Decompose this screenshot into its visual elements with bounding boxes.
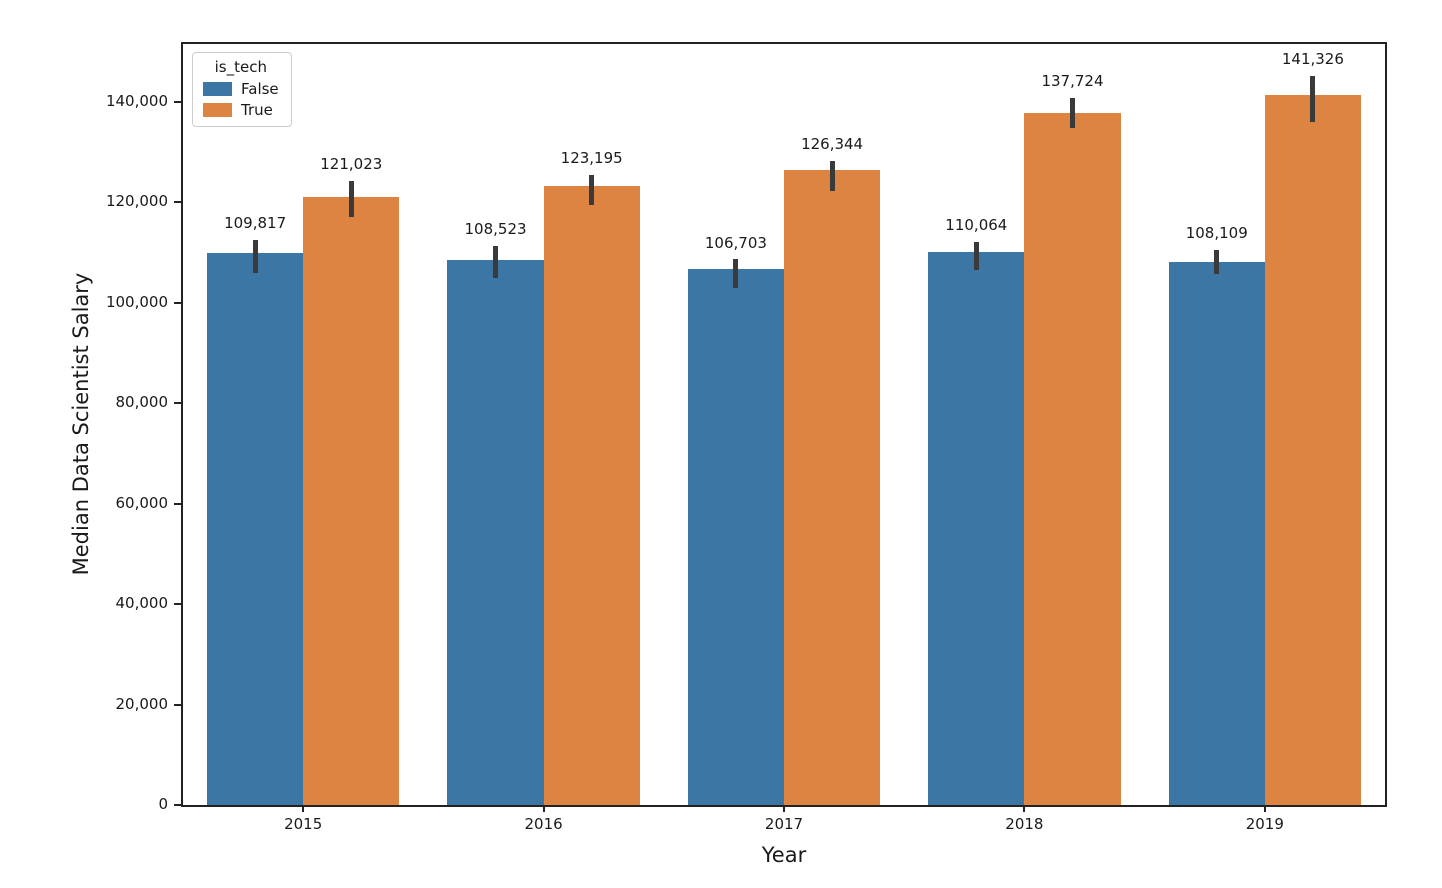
- legend-entry-false: False: [203, 80, 279, 98]
- y-tick-label: 100,000: [105, 292, 168, 311]
- error-bar-2018-false: [973, 241, 979, 271]
- error-bar-2019-true: [1310, 76, 1316, 122]
- bar-2018-false: [928, 252, 1025, 805]
- legend-swatch-true-icon: [203, 103, 232, 117]
- y-tick-label: 120,000: [105, 192, 168, 211]
- x-tick-label: 2016: [524, 815, 563, 833]
- x-tick-label: 2019: [1245, 815, 1284, 833]
- y-tick-mark: [174, 804, 181, 806]
- x-tick-mark: [783, 805, 785, 812]
- y-tick-mark: [174, 603, 181, 606]
- y-tick-mark: [174, 301, 181, 304]
- y-tick-label: 0: [158, 795, 168, 813]
- y-tick-mark: [174, 502, 181, 505]
- bar-value-label: 121,023: [320, 154, 383, 173]
- bar-value-label: 108,109: [1185, 223, 1248, 242]
- bar-2017-true: [784, 170, 881, 805]
- plot-area: is_tech False True 109,817 121,023 108,523…: [181, 42, 1387, 807]
- legend-title: is_tech: [214, 58, 267, 76]
- bar-2015-true: [303, 197, 400, 805]
- bar-value-label: 123,195: [560, 149, 623, 168]
- bar-2019-false: [1168, 261, 1265, 805]
- bar-2018-true: [1024, 113, 1121, 805]
- x-tick-label: 2017: [764, 815, 804, 833]
- legend-label-true: True: [241, 101, 273, 119]
- bar-2016-true: [543, 186, 640, 805]
- bar-value-label: 137,724: [1041, 72, 1104, 91]
- x-tick-mark: [1263, 805, 1266, 812]
- y-tick-label: 40,000: [115, 594, 169, 613]
- error-bar-2016-true: [589, 175, 595, 205]
- bar-2019-true: [1264, 95, 1361, 805]
- bar-value-label: 126,344: [801, 134, 864, 153]
- bar-2017-false: [687, 269, 784, 805]
- legend-entry-true: True: [203, 101, 279, 119]
- x-tick-label: 2018: [1005, 815, 1044, 833]
- y-tick-mark: [174, 100, 181, 103]
- error-bar-2017-true: [829, 160, 835, 191]
- y-tick-mark: [174, 201, 181, 204]
- y-tick-mark: [174, 703, 181, 706]
- y-axis-label: Median Data Scientist Salary: [69, 272, 93, 576]
- bar-2015-false: [207, 253, 304, 805]
- error-bar-2017-false: [733, 259, 739, 288]
- y-tick-label: 80,000: [115, 393, 169, 412]
- error-bar-2016-false: [493, 245, 499, 279]
- x-axis-label: Year: [761, 843, 807, 867]
- y-tick-mark: [174, 402, 181, 405]
- y-tick-label: 140,000: [105, 91, 168, 110]
- error-bar-2015-false: [252, 240, 258, 273]
- bar-value-label: 109,817: [224, 214, 287, 233]
- error-bar-2018-true: [1069, 98, 1075, 129]
- bar-value-label: 106,703: [704, 233, 767, 252]
- bar-value-label: 141,326: [1281, 50, 1344, 69]
- x-tick-mark: [1023, 805, 1026, 812]
- x-tick-mark: [302, 805, 305, 812]
- bar-value-label: 108,523: [464, 219, 527, 238]
- legend-label-false: False: [241, 80, 279, 98]
- error-bar-2019-false: [1214, 249, 1220, 274]
- y-tick-label: 20,000: [115, 694, 169, 713]
- legend-swatch-false-icon: [203, 82, 232, 96]
- bar-2016-false: [447, 259, 544, 805]
- x-tick-mark: [542, 805, 545, 812]
- y-tick-label: 60,000: [115, 493, 169, 512]
- x-tick-label: 2015: [284, 815, 323, 833]
- bar-value-label: 110,064: [945, 215, 1008, 234]
- legend: is_tech False True: [192, 52, 292, 127]
- error-bar-2015-true: [348, 180, 354, 218]
